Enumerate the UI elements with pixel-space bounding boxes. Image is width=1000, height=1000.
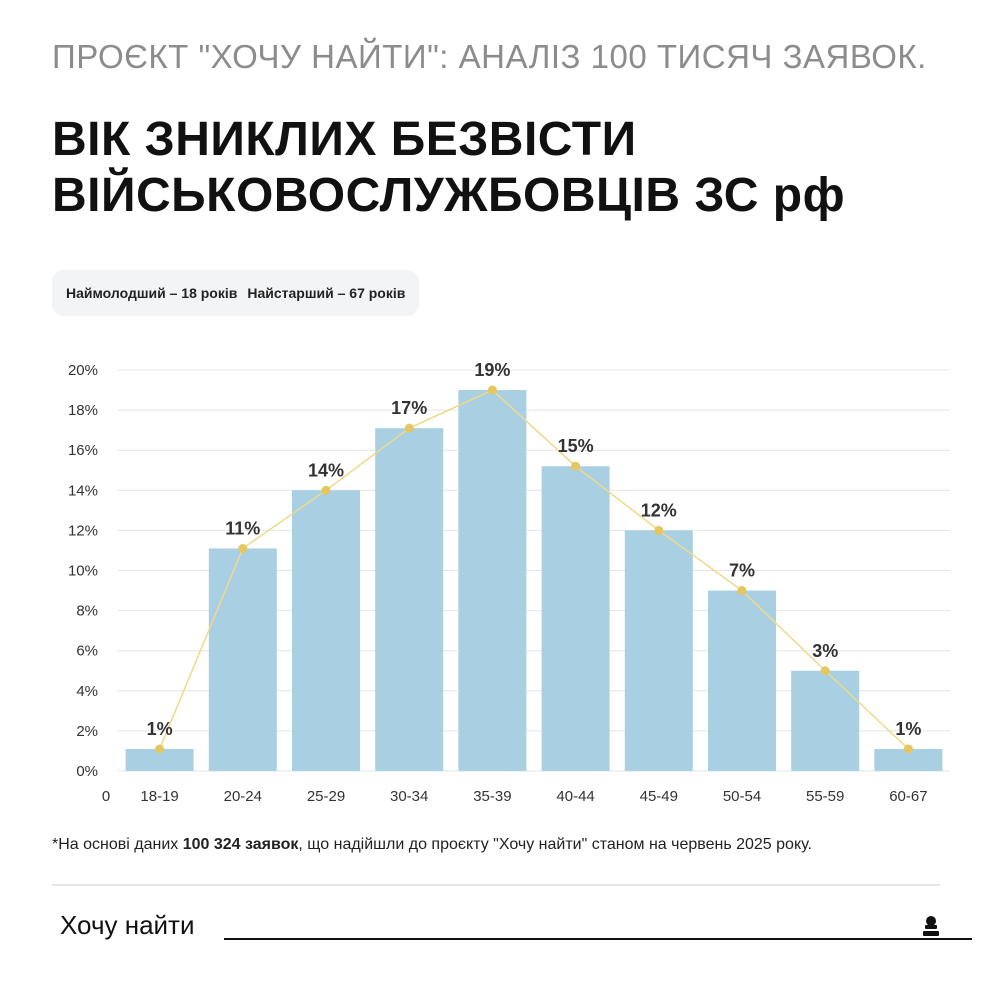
data-point xyxy=(404,423,414,433)
y-tick-label: 16% xyxy=(68,442,98,459)
bar xyxy=(624,530,693,771)
data-label: 7% xyxy=(729,561,755,581)
supertitle: ПРОЄКТ "ХОЧУ НАЙТИ": АНАЛІЗ 100 ТИСЯЧ ЗА… xyxy=(52,38,927,75)
data-point xyxy=(155,744,165,754)
bar xyxy=(292,490,360,771)
title-line-1: ВІК ЗНИКЛИХ БЕЗВІСТИ xyxy=(52,113,637,166)
data-point xyxy=(487,385,497,395)
age-chart: 0% 2% 4% 6% 8% 10% 12% 14% 16% 18% 20% 0 18-19 20-24 2… xyxy=(0,340,1000,820)
data-label: 1% xyxy=(895,719,921,739)
trend-line xyxy=(158,389,909,750)
y-tick-label: 0% xyxy=(76,763,98,780)
y-tick-label: 8% xyxy=(76,603,98,620)
title-line-2: ВІЙСЬКОВОСЛУЖБОВЦІВ ЗС рф xyxy=(52,169,846,222)
bar xyxy=(874,748,943,771)
bar xyxy=(125,748,194,771)
x-tick-label: 55-59 xyxy=(806,788,844,805)
person-icon xyxy=(923,916,939,936)
data-label: 15% xyxy=(558,436,594,456)
data-label: 12% xyxy=(641,500,677,520)
data-label: 11% xyxy=(225,518,260,538)
footnote: *На основі даних 100 324 заявок, що наді… xyxy=(52,835,932,855)
data-point xyxy=(238,543,248,553)
y-tick-label: 4% xyxy=(76,683,98,700)
brand-row: Хочу найти xyxy=(60,908,972,948)
data-label: 3% xyxy=(812,641,838,661)
bar xyxy=(791,670,860,771)
y-tick-label: 6% xyxy=(76,643,98,660)
x-tick-label: 18-19 xyxy=(140,788,178,805)
age-bar-chart: 0% 2% 4% 6% 8% 10% 12% 14% 16% 18% 20% 0 18-19 20-24 2… xyxy=(68,360,950,805)
data-label: 1% xyxy=(147,719,173,739)
bar xyxy=(458,390,527,771)
x-tick-label: 25-29 xyxy=(307,788,345,805)
youngest-label: Наймолодший – 18 років xyxy=(66,285,238,301)
x-origin-label: 0 xyxy=(102,788,110,805)
footnote-text-pre: На основі даних xyxy=(58,836,183,853)
oldest-label: Найстарший – 67 років xyxy=(247,285,406,301)
data-point xyxy=(820,666,830,676)
bar xyxy=(541,466,610,771)
data-point xyxy=(571,461,581,471)
footnote-star: * xyxy=(52,836,59,853)
page-title: ВІК ЗНИКЛИХ БЕЗВІСТИ ВІЙСЬКОВОСЛУЖБОВЦІВ… xyxy=(52,112,845,224)
footnote-count: 100 324 заявок xyxy=(182,836,299,853)
data-label: 14% xyxy=(308,460,344,480)
data-label: 19% xyxy=(474,360,510,380)
y-tick-label: 10% xyxy=(68,563,98,580)
bar xyxy=(708,590,776,771)
footnote-text-post: , що надійшли до проєкту "Хочу найти" ст… xyxy=(298,836,812,853)
x-tick-label: 50-54 xyxy=(723,788,761,805)
brand-name: Хочу найти xyxy=(60,910,195,940)
x-tick-label: 30-34 xyxy=(390,788,428,805)
data-point xyxy=(654,525,664,535)
brand-underline xyxy=(224,938,972,940)
x-tick-label: 45-49 xyxy=(640,788,678,805)
x-tick-label: 20-24 xyxy=(224,788,262,805)
data-point xyxy=(903,744,913,754)
x-tick-label: 35-39 xyxy=(473,788,511,805)
data-label: 17% xyxy=(391,398,427,418)
y-tick-label: 2% xyxy=(76,723,98,740)
x-tick-label: 40-44 xyxy=(556,788,594,805)
age-range-badge: Наймолодший – 18 років Найстарший – 67 р… xyxy=(52,270,420,316)
data-point xyxy=(737,586,747,596)
divider xyxy=(52,884,940,886)
bar xyxy=(375,428,444,771)
y-tick-label: 12% xyxy=(68,522,98,539)
y-tick-label: 18% xyxy=(68,402,98,419)
bar xyxy=(208,548,277,771)
data-point xyxy=(321,485,331,495)
y-tick-label: 20% xyxy=(68,362,98,379)
x-tick-label: 60-67 xyxy=(889,788,927,805)
y-tick-label: 14% xyxy=(68,482,98,499)
